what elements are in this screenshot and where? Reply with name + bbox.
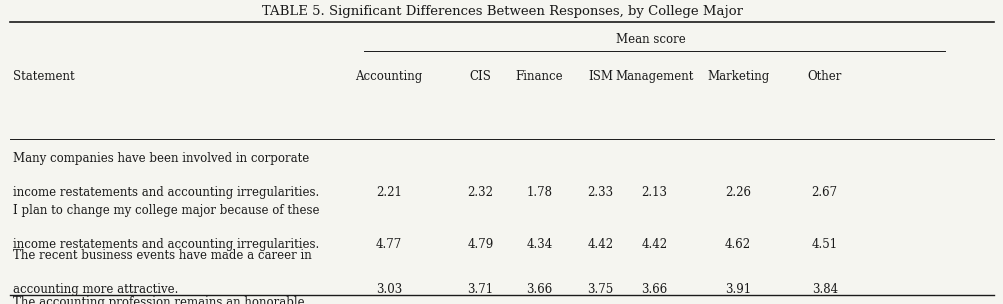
Text: The accounting profession remains an honorable: The accounting profession remains an hon… <box>13 296 304 304</box>
Text: Statement: Statement <box>13 70 74 83</box>
Text: 2.32: 2.32 <box>466 186 492 199</box>
Text: 2.67: 2.67 <box>810 186 837 199</box>
Text: TABLE 5. Significant Differences Between Responses, by College Major: TABLE 5. Significant Differences Between… <box>261 5 742 18</box>
Text: 3.75: 3.75 <box>587 283 613 296</box>
Text: Management: Management <box>615 70 693 83</box>
Text: Accounting: Accounting <box>355 70 422 83</box>
Text: 4.77: 4.77 <box>375 238 401 251</box>
Text: 3.66: 3.66 <box>641 283 667 296</box>
Text: 1.78: 1.78 <box>526 186 552 199</box>
Text: 2.26: 2.26 <box>724 186 750 199</box>
Text: Mean score: Mean score <box>616 33 685 46</box>
Text: Other: Other <box>806 70 842 83</box>
Text: 4.79: 4.79 <box>466 238 493 251</box>
Text: 3.71: 3.71 <box>466 283 492 296</box>
Text: 2.33: 2.33 <box>587 186 613 199</box>
Text: 4.42: 4.42 <box>587 238 613 251</box>
Text: income restatements and accounting irregularities.: income restatements and accounting irreg… <box>13 238 319 251</box>
Text: 4.62: 4.62 <box>724 238 750 251</box>
Text: I plan to change my college major because of these: I plan to change my college major becaus… <box>13 204 319 217</box>
Text: 3.03: 3.03 <box>375 283 401 296</box>
Text: The recent business events have made a career in: The recent business events have made a c… <box>13 249 311 262</box>
Text: Many companies have been involved in corporate: Many companies have been involved in cor… <box>13 152 309 165</box>
Text: Marketing: Marketing <box>706 70 768 83</box>
Text: accounting more attractive.: accounting more attractive. <box>13 283 179 296</box>
Text: 3.91: 3.91 <box>724 283 750 296</box>
Text: Finance: Finance <box>516 70 563 83</box>
Text: 4.42: 4.42 <box>641 238 667 251</box>
Text: 4.51: 4.51 <box>810 238 837 251</box>
Text: 2.13: 2.13 <box>641 186 667 199</box>
Text: 2.21: 2.21 <box>375 186 401 199</box>
Text: ISM: ISM <box>588 70 612 83</box>
Text: CIS: CIS <box>469 70 490 83</box>
Text: 3.66: 3.66 <box>526 283 552 296</box>
Text: 4.34: 4.34 <box>526 238 552 251</box>
Text: income restatements and accounting irregularities.: income restatements and accounting irreg… <box>13 186 319 199</box>
Text: 3.84: 3.84 <box>810 283 837 296</box>
